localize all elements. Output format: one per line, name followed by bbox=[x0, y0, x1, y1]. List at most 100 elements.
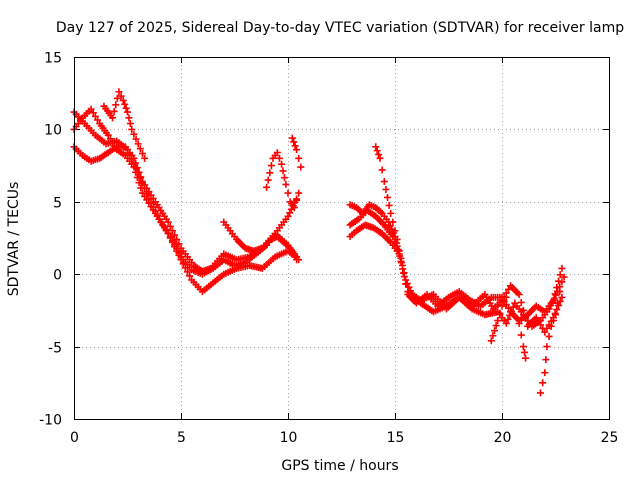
data-point-marker bbox=[558, 293, 566, 301]
data-point-marker bbox=[500, 298, 508, 306]
y-tick-label: -10 bbox=[39, 413, 62, 429]
data-point-marker bbox=[138, 150, 146, 158]
data-point-marker bbox=[171, 243, 179, 251]
data-point-marker bbox=[522, 314, 530, 322]
data-point-marker bbox=[164, 230, 172, 238]
y-tick-label: -5 bbox=[48, 341, 62, 357]
x-tick-label: 0 bbox=[70, 430, 79, 446]
data-point-marker bbox=[373, 147, 381, 155]
data-point-marker bbox=[515, 290, 523, 298]
data-point-marker bbox=[386, 222, 394, 230]
series-track-13 bbox=[515, 319, 530, 362]
data-point-marker bbox=[395, 250, 403, 258]
data-point-marker bbox=[166, 234, 174, 242]
data-point-marker bbox=[553, 306, 561, 314]
data-point-marker bbox=[397, 257, 405, 265]
data-point-marker bbox=[136, 145, 144, 153]
data-point-marker bbox=[135, 179, 143, 187]
y-axis: -10 -5 0 5 10 15 bbox=[39, 51, 609, 429]
data-point-marker bbox=[382, 185, 390, 193]
series-track-12 bbox=[487, 293, 510, 345]
data-point-marker bbox=[515, 319, 523, 327]
data-point-marker bbox=[132, 159, 140, 167]
data-point-marker bbox=[399, 265, 407, 273]
series-track-3 bbox=[70, 105, 301, 296]
data-point-marker bbox=[393, 235, 401, 243]
data-point-marker bbox=[121, 100, 129, 108]
data-point-marker bbox=[539, 379, 547, 387]
data-point-marker bbox=[166, 222, 174, 230]
data-point-marker bbox=[556, 288, 564, 296]
data-point-marker bbox=[558, 278, 566, 286]
data-point-marker bbox=[104, 131, 112, 139]
data-point-marker bbox=[109, 138, 117, 146]
data-point-marker bbox=[534, 317, 542, 325]
series-track-4 bbox=[100, 88, 149, 162]
data-point-marker bbox=[506, 311, 514, 319]
data-point-marker bbox=[130, 163, 138, 171]
data-point-marker bbox=[175, 240, 183, 248]
data-point-marker bbox=[106, 135, 114, 143]
series-track-11 bbox=[372, 143, 401, 243]
data-point-marker bbox=[132, 135, 140, 143]
x-tick-label: 5 bbox=[177, 430, 186, 446]
data-point-marker bbox=[504, 315, 512, 323]
data-point-marker bbox=[389, 233, 397, 241]
x-axis-label: GPS time / hours bbox=[281, 458, 398, 474]
data-point-marker bbox=[502, 319, 510, 327]
data-point-marker bbox=[295, 256, 303, 264]
data-point-marker bbox=[498, 302, 506, 310]
data-point-marker bbox=[558, 264, 566, 272]
y-tick-label: 0 bbox=[53, 268, 62, 284]
data-point-marker bbox=[295, 189, 303, 197]
data-point-marker bbox=[132, 168, 140, 176]
data-point-marker bbox=[117, 92, 125, 100]
data-point-marker bbox=[109, 114, 117, 122]
data-point-marker bbox=[278, 160, 286, 168]
data-point-marker bbox=[89, 109, 97, 117]
data-point-marker bbox=[509, 303, 517, 311]
data-point-marker bbox=[124, 108, 131, 116]
x-tick-label: 15 bbox=[387, 430, 405, 446]
data-point-marker bbox=[273, 149, 281, 157]
data-point-marker bbox=[267, 162, 275, 170]
data-point-marker bbox=[507, 307, 515, 315]
data-point-marker bbox=[279, 167, 287, 175]
data-point-marker bbox=[537, 389, 545, 397]
data-point-marker bbox=[402, 280, 410, 288]
data-point-marker bbox=[168, 227, 176, 235]
data-point-marker bbox=[537, 321, 545, 329]
y-tick-label: 15 bbox=[44, 51, 62, 67]
data-point-marker bbox=[275, 154, 283, 162]
data-point-marker bbox=[502, 293, 510, 301]
data-point-marker bbox=[552, 311, 559, 319]
data-point-marker bbox=[384, 193, 392, 201]
data-point-marker bbox=[372, 143, 380, 151]
data-point-marker bbox=[125, 114, 133, 122]
data-point-marker bbox=[554, 299, 562, 307]
data-point-marker bbox=[389, 218, 397, 226]
data-point-marker bbox=[133, 173, 141, 181]
data-point-marker bbox=[541, 328, 549, 336]
series-track-7 bbox=[288, 134, 305, 171]
data-point-marker bbox=[293, 146, 301, 154]
data-point-marker bbox=[290, 204, 298, 212]
series-track-5 bbox=[220, 218, 303, 264]
data-point-marker bbox=[293, 196, 301, 204]
data-point-marker bbox=[130, 154, 138, 162]
data-point-marker bbox=[186, 272, 194, 280]
y-axis-label: SDTVAR / TECUs bbox=[6, 182, 22, 297]
data-point-marker bbox=[280, 174, 288, 182]
data-point-marker bbox=[179, 260, 187, 268]
data-point-marker bbox=[266, 169, 274, 177]
data-point-marker bbox=[130, 130, 138, 138]
data-point-marker bbox=[87, 105, 95, 113]
data-point-marker bbox=[487, 337, 495, 345]
data-point-marker bbox=[549, 317, 557, 325]
data-point-marker bbox=[263, 183, 271, 191]
grid bbox=[74, 57, 609, 419]
data-point-marker bbox=[494, 317, 502, 325]
data-point-marker bbox=[517, 331, 525, 339]
series-track-14 bbox=[537, 288, 564, 397]
